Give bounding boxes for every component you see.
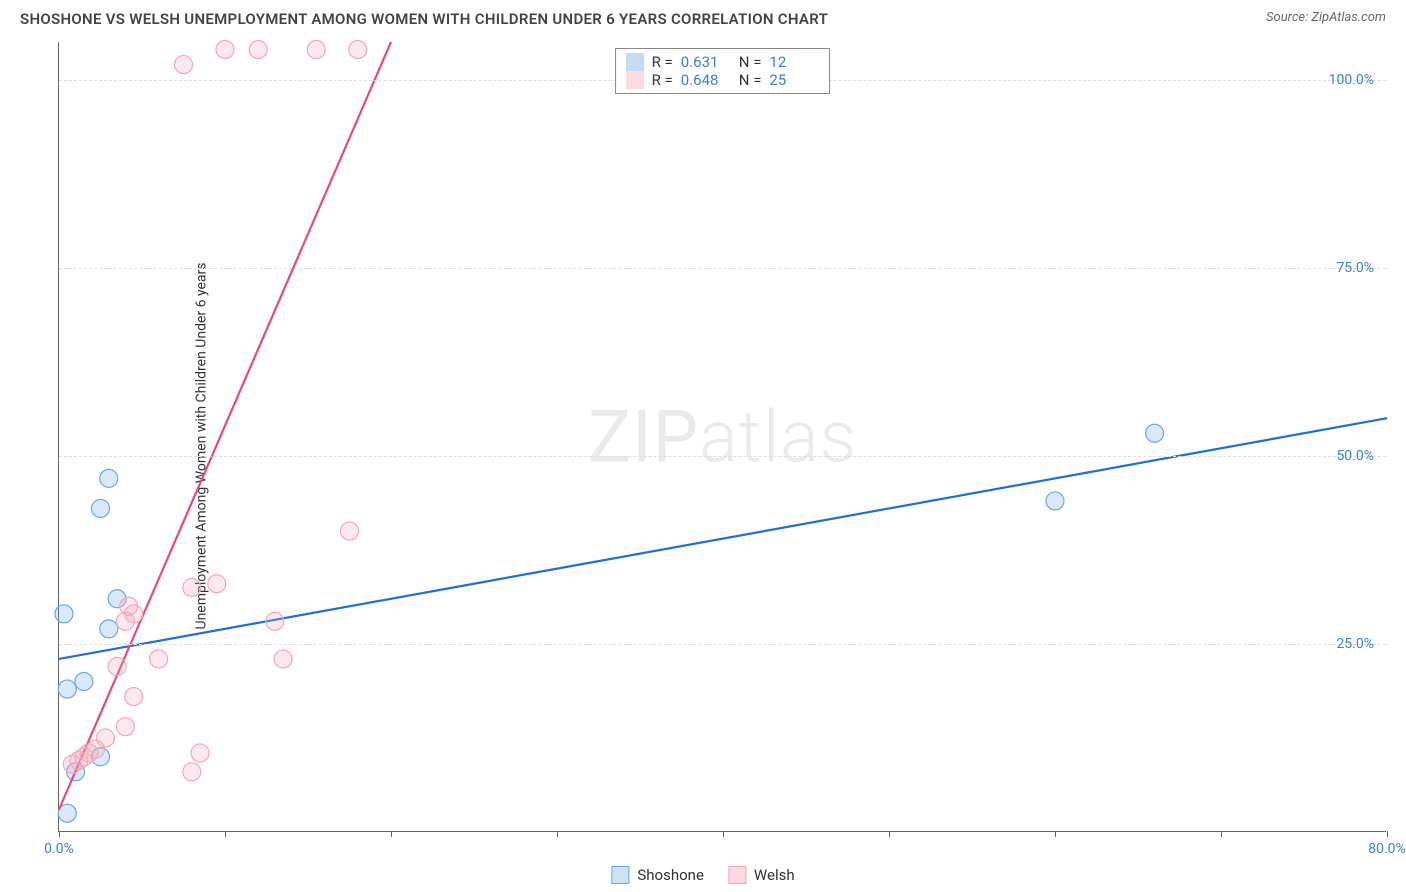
legend-swatch-icon xyxy=(728,866,746,884)
r-label: R = xyxy=(652,71,673,89)
y-tick-label: 50.0% xyxy=(1336,448,1374,464)
x-tick xyxy=(889,831,890,837)
y-tick-label: 25.0% xyxy=(1336,636,1374,652)
data-point-welsh xyxy=(274,650,292,668)
legend-stats-box: R = 0.631 N = 12 R = 0.648 N = 25 xyxy=(615,48,831,94)
chart-title: SHOSHONE VS WELSH UNEMPLOYMENT AMONG WOM… xyxy=(20,10,828,28)
data-point-shoshone xyxy=(55,605,73,623)
data-point-welsh xyxy=(183,763,201,781)
chart-header: SHOSHONE VS WELSH UNEMPLOYMENT AMONG WOM… xyxy=(0,0,1406,34)
x-tick xyxy=(1055,831,1056,837)
x-tick xyxy=(1221,831,1222,837)
n-label: N = xyxy=(739,71,762,89)
x-tick xyxy=(557,831,558,837)
legend-bottom: Shoshone Welsh xyxy=(611,866,794,884)
x-tick xyxy=(723,831,724,837)
data-point-welsh xyxy=(175,56,193,74)
scatter-svg xyxy=(59,42,1386,831)
x-tick-label: 80.0% xyxy=(1368,841,1406,857)
data-point-shoshone xyxy=(75,673,93,691)
data-point-shoshone xyxy=(1046,492,1064,510)
source-attribution: Source: ZipAtlas.com xyxy=(1266,10,1386,25)
data-point-welsh xyxy=(150,650,168,668)
gridline-h xyxy=(59,268,1386,269)
regression-line-welsh xyxy=(59,42,391,809)
regression-line-shoshone xyxy=(59,418,1387,659)
r-label: R = xyxy=(652,53,673,71)
data-point-welsh xyxy=(191,744,209,762)
gridline-h xyxy=(59,644,1386,645)
x-tick-label: 0.0% xyxy=(44,841,74,857)
data-point-shoshone xyxy=(100,620,118,638)
x-tick xyxy=(225,831,226,837)
x-tick xyxy=(1387,831,1388,837)
legend-swatch-icon xyxy=(626,71,644,89)
n-value: 12 xyxy=(769,53,819,71)
r-value: 0.648 xyxy=(681,71,731,89)
data-point-welsh xyxy=(266,612,284,630)
plot-axes: ZIPatlas 25.0%50.0%75.0%100.0%0.0%80.0%R… xyxy=(58,42,1386,832)
legend-swatch-icon xyxy=(626,53,644,71)
gridline-h xyxy=(59,456,1386,457)
x-tick xyxy=(59,831,60,837)
x-tick xyxy=(391,831,392,837)
data-point-welsh xyxy=(349,41,367,59)
data-point-welsh xyxy=(108,657,126,675)
legend-stat-row: R = 0.648 N = 25 xyxy=(626,71,820,89)
legend-series-label: Shoshone xyxy=(637,866,704,884)
legend-series-label: Welsh xyxy=(754,866,795,884)
n-value: 25 xyxy=(769,71,819,89)
data-point-welsh xyxy=(183,578,201,596)
legend-stat-row: R = 0.631 N = 12 xyxy=(626,53,820,71)
data-point-welsh xyxy=(307,41,325,59)
legend-swatch-icon xyxy=(611,866,629,884)
y-tick-label: 75.0% xyxy=(1336,260,1374,276)
y-tick-label: 100.0% xyxy=(1329,72,1374,88)
data-point-welsh xyxy=(125,688,143,706)
n-label: N = xyxy=(739,53,762,71)
data-point-welsh xyxy=(216,41,234,59)
data-point-welsh xyxy=(341,522,359,540)
data-point-shoshone xyxy=(100,469,118,487)
data-point-welsh xyxy=(249,41,267,59)
data-point-welsh xyxy=(120,597,138,615)
data-point-shoshone xyxy=(1146,424,1164,442)
legend-series-item: Shoshone xyxy=(611,866,704,884)
data-point-welsh xyxy=(208,575,226,593)
data-point-shoshone xyxy=(92,499,110,517)
data-point-welsh xyxy=(116,718,134,736)
chart-plot-area: ZIPatlas 25.0%50.0%75.0%100.0%0.0%80.0%R… xyxy=(58,42,1386,832)
legend-series-item: Welsh xyxy=(728,866,795,884)
r-value: 0.631 xyxy=(681,53,731,71)
data-point-shoshone xyxy=(58,680,76,698)
data-point-welsh xyxy=(96,729,114,747)
